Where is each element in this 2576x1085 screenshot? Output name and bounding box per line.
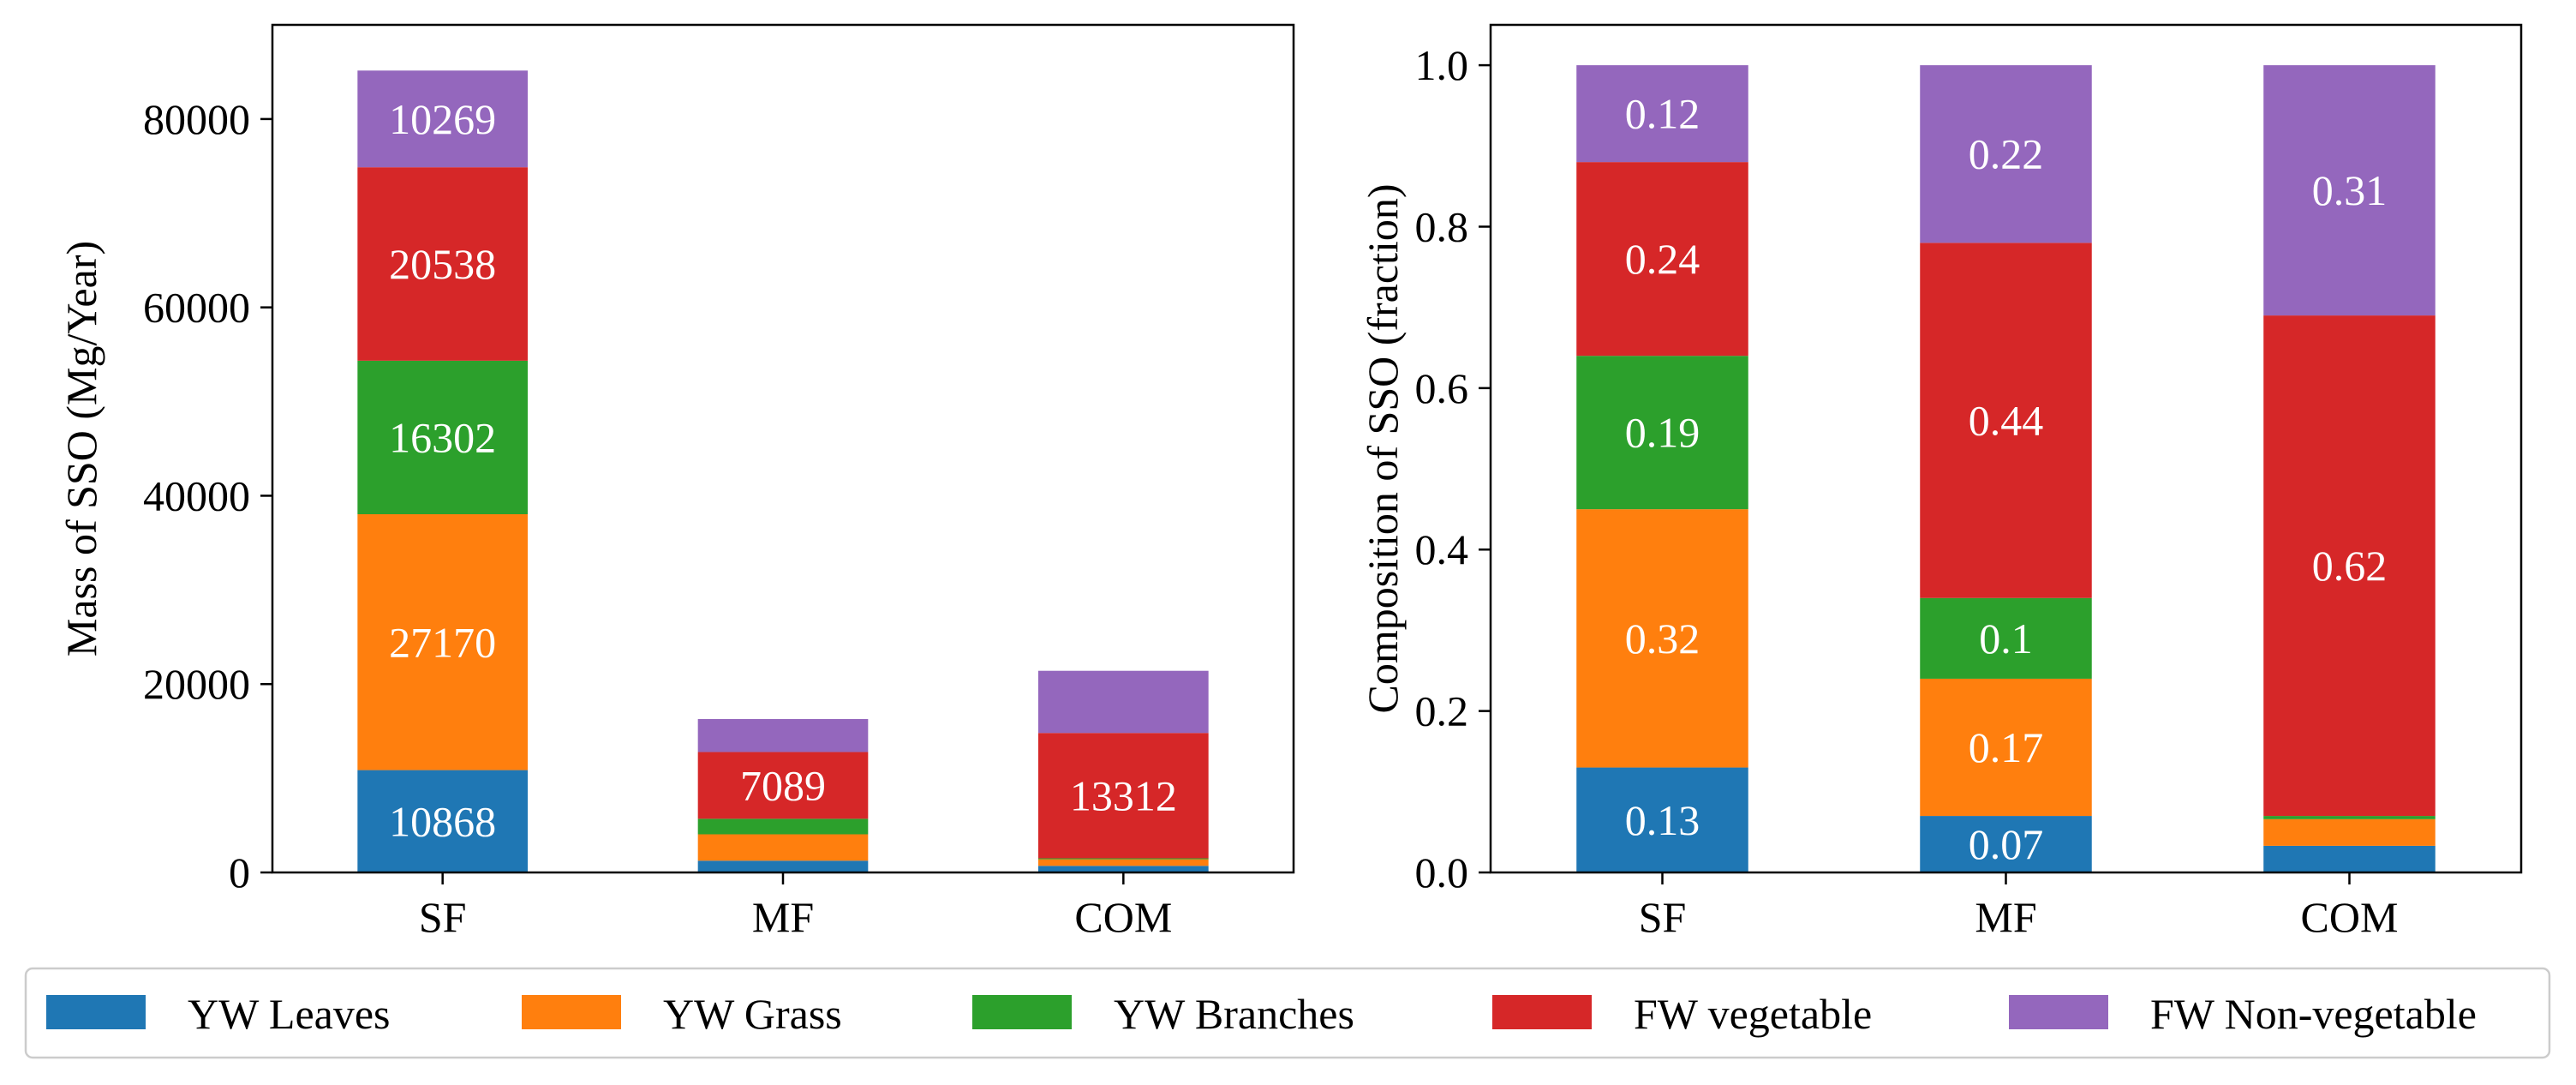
bar-segment <box>697 818 869 835</box>
legend-frame <box>24 967 2551 1059</box>
y-tick-label: 40000 <box>143 471 250 519</box>
bar-segment <box>357 514 528 770</box>
y-tick-label: 0.2 <box>1415 687 1469 735</box>
y-tick-label: 0.6 <box>1415 364 1469 412</box>
bar-value-label: 0.31 <box>2312 166 2388 214</box>
mass-chart-panel: 10868 27170 16302 20538 10269 7089 13312 0 20000… <box>57 23 1295 941</box>
bar-value-label: 27170 <box>389 618 496 666</box>
bar-segment <box>1038 733 1209 859</box>
bar-segment <box>1038 859 1209 866</box>
bar-value-label: 10269 <box>389 95 496 143</box>
bar-value-label: 0.24 <box>1625 235 1700 283</box>
y-tick-label: 0.8 <box>1415 202 1469 250</box>
bar-segment <box>2263 845 2436 872</box>
bar-value-label: 0.44 <box>1969 397 2044 445</box>
bar-segment <box>1920 597 2092 679</box>
bar-value-label: 0.22 <box>1969 130 2044 178</box>
legend: YW Leaves YW Grass YW Branches FW vegetable… <box>24 967 2551 1059</box>
bar-value-label: 7089 <box>740 761 826 809</box>
bar-segment <box>2263 65 2436 316</box>
bar-segment <box>697 834 869 861</box>
bar-segment <box>357 360 528 515</box>
legend-swatch <box>1492 995 1592 1029</box>
bar-value-label: 0.12 <box>1625 90 1700 138</box>
bar-segment <box>1576 767 1748 872</box>
legend-label: YW Branches <box>1114 990 1354 1038</box>
y-tick-label: 60000 <box>143 284 250 332</box>
bar-segment <box>1920 816 2092 872</box>
x-tick-label: MF <box>1975 893 2036 941</box>
bar-segment <box>2263 818 2436 846</box>
bar-segment <box>1920 65 2092 243</box>
bar-value-label: 0.1 <box>1979 614 2033 662</box>
bar-value-label: 0.32 <box>1625 614 1700 662</box>
y-tick-label: 1.0 <box>1415 41 1469 89</box>
bar-segment <box>697 752 869 819</box>
bar-value-label: 10868 <box>389 797 496 845</box>
legend-label: YW Grass <box>663 990 842 1038</box>
bar-segment <box>1038 670 1209 734</box>
bar-segment <box>2263 816 2436 819</box>
bar-segment <box>1038 858 1209 860</box>
x-tick-label: MF <box>752 893 814 941</box>
x-tick-label: COM <box>2301 893 2399 941</box>
bar-segment <box>1038 866 1209 872</box>
y-tick-label: 0.0 <box>1415 848 1469 896</box>
bar-segment <box>1576 162 1748 357</box>
legend-swatch <box>522 995 621 1029</box>
bar-value-label: 0.07 <box>1969 820 2044 868</box>
bar-value-label: 0.19 <box>1625 409 1700 457</box>
y-tick-label: 0.4 <box>1415 525 1469 573</box>
bar-segment <box>1576 509 1748 768</box>
bar-segment <box>2263 315 2436 817</box>
bar-value-label: 0.13 <box>1625 796 1700 844</box>
bar-value-label: 13312 <box>1070 771 1177 819</box>
y-axis-label: Mass of SSO (Mg/Year) <box>57 241 105 656</box>
legend-swatch <box>972 995 1072 1029</box>
bar-segment <box>697 719 869 752</box>
bar-segment <box>1920 243 2092 598</box>
x-tick-label: SF <box>1639 893 1687 941</box>
legend-swatch <box>2009 995 2108 1029</box>
bar-value-label: 0.62 <box>2312 542 2388 590</box>
bar-value-label: 16302 <box>389 413 496 461</box>
y-tick-label: 80000 <box>143 95 250 143</box>
bar-segment <box>357 167 528 361</box>
y-axis-label: Composition of SSO (fraction) <box>1359 183 1407 713</box>
y-tick-label: 0 <box>229 848 250 896</box>
bar-value-label: 20538 <box>389 240 496 288</box>
bar-value-label: 0.17 <box>1969 723 2044 771</box>
bar-segment <box>357 770 528 872</box>
bar-segment <box>697 860 869 872</box>
bar-segment <box>1576 356 1748 510</box>
legend-swatch <box>46 995 146 1029</box>
y-tick-label: 20000 <box>143 660 250 708</box>
bar-segment <box>1920 678 2092 817</box>
bar-segment <box>1576 65 1748 163</box>
legend-label: FW vegetable <box>1634 990 1872 1038</box>
composition-chart-panel: 0.13 0.32 0.19 0.24 0.12 0.07 0.17 0.1 0.44 0.22 0… <box>1359 23 2523 941</box>
bar-segment <box>357 70 528 168</box>
legend-label: FW Non-vegetable <box>2150 990 2477 1038</box>
x-tick-label: SF <box>419 893 467 941</box>
legend-label: YW Leaves <box>188 990 390 1038</box>
x-tick-label: COM <box>1074 893 1172 941</box>
